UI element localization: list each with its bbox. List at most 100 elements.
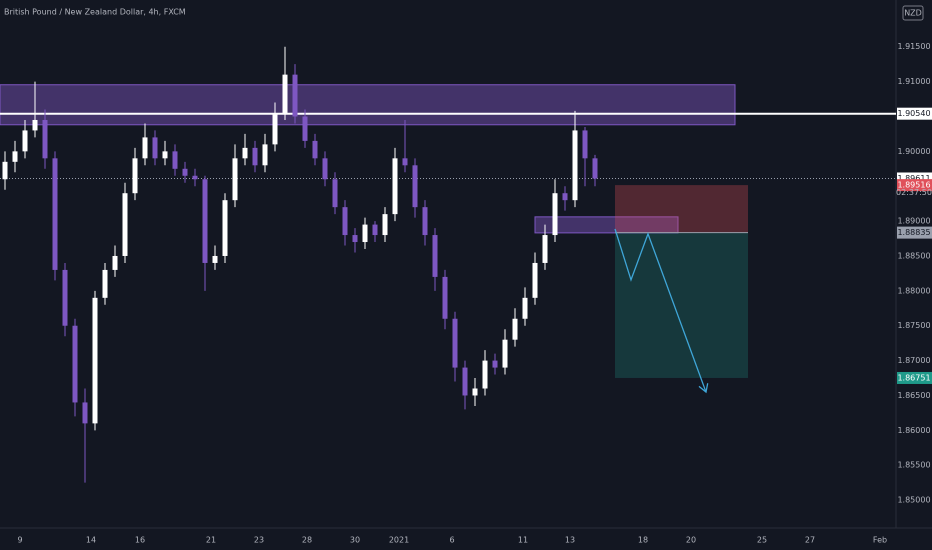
candle-body (102, 269, 108, 298)
currency-badge[interactable] (902, 5, 924, 21)
candle-body (492, 360, 498, 368)
y-tick-label: 1.87500 (897, 321, 930, 330)
candle-body (142, 137, 148, 159)
price-label: 1.86751 (897, 373, 930, 382)
currency: NZD (904, 9, 922, 18)
x-tick-label: 14 (86, 536, 96, 545)
candle-body (42, 119, 48, 159)
arrow-head (698, 383, 709, 394)
candle-body (222, 200, 228, 256)
candle-body (162, 151, 168, 159)
candle-body (292, 74, 298, 117)
x-tick-label: 13 (565, 536, 575, 545)
candle-body (502, 339, 508, 368)
candle-body (382, 214, 388, 236)
x-tick-label: 20 (686, 536, 696, 545)
candle-body (72, 325, 78, 403)
price-label: 1.89516 (897, 181, 930, 190)
candle-body (92, 297, 98, 424)
candle-body (462, 367, 468, 396)
candle-body (432, 235, 438, 277)
price-label: 1.90540 (897, 109, 930, 118)
y-tick-label: 1.88500 (897, 251, 930, 260)
countdown: 02:37:50 (896, 188, 932, 197)
y-tick-label: 1.86000 (897, 426, 930, 435)
candle-body (352, 235, 358, 243)
candle-body (302, 116, 308, 141)
candle-body (132, 158, 138, 194)
candle-body (32, 119, 38, 131)
candle-body (532, 262, 538, 298)
chart-title: British Pound / New Zealand Dollar, 4h, … (4, 8, 186, 17)
candle-body (562, 193, 568, 201)
candle-body (262, 144, 268, 166)
candle-body (482, 360, 488, 389)
target-zone (615, 232, 748, 378)
y-tick-label: 1.85000 (897, 496, 930, 505)
x-tick-label: 30 (350, 536, 360, 545)
candle-body (122, 193, 128, 256)
candle-body (182, 168, 188, 176)
candle-body (2, 161, 8, 180)
x-tick-label: Feb (873, 536, 887, 545)
y-tick-label: 1.87000 (897, 356, 930, 365)
x-tick-label: 23 (254, 536, 264, 545)
candle-body (202, 179, 208, 263)
stop-zone (615, 185, 748, 233)
x-tick-label: 16 (135, 536, 145, 545)
candle-body (472, 388, 478, 396)
x-tick-label: 9 (17, 536, 22, 545)
x-tick-label: 27 (805, 536, 815, 545)
y-tick-label: 1.91500 (897, 42, 930, 51)
candle-body (252, 147, 258, 166)
y-tick-label: 1.89000 (897, 217, 930, 226)
x-tick-label: 2021 (389, 536, 409, 545)
candle-body (412, 165, 418, 208)
candle-body (542, 235, 548, 263)
candle-body (212, 255, 218, 263)
candle-body (272, 112, 278, 145)
candle-body (82, 402, 88, 424)
price-label-bg (897, 226, 932, 239)
candle-body (422, 207, 428, 236)
candle-body (332, 179, 338, 208)
candle-body (52, 158, 58, 270)
y-tick-label: 1.90000 (897, 147, 930, 156)
candle-body (342, 207, 348, 236)
candle-body (582, 130, 588, 159)
candle-body (322, 158, 328, 180)
candle-body (172, 151, 178, 169)
candle-body (402, 158, 408, 166)
candle-body (552, 193, 558, 236)
arrow (614, 228, 707, 393)
candle-body (112, 255, 118, 270)
price-label-bg (897, 371, 932, 384)
y-tick-label: 1.86500 (897, 391, 930, 400)
x-tick-label: 11 (518, 536, 528, 545)
y-tick-label: 1.91000 (897, 77, 930, 86)
candle-body (192, 175, 198, 180)
y-tick-label: 1.88000 (897, 286, 930, 295)
candle-body (282, 74, 288, 113)
price-label: 1.89611 (897, 174, 930, 183)
candle-body (62, 269, 68, 326)
candle-body (572, 130, 578, 201)
x-tick-label: 6 (449, 536, 454, 545)
x-tick-label: 18 (638, 536, 648, 545)
candle-body (152, 137, 158, 159)
candle-body (232, 158, 238, 201)
candle-body (592, 158, 598, 179)
candle-body (372, 224, 378, 236)
y-tick-label: 1.85500 (897, 461, 930, 470)
candle-body (22, 130, 28, 152)
zone (0, 84, 736, 126)
candle-body (362, 224, 368, 243)
candle-body (242, 147, 248, 159)
x-tick-label: 28 (302, 536, 312, 545)
candle-body (512, 318, 518, 340)
candle-body (442, 276, 448, 319)
candle-body (452, 318, 458, 368)
price-label: 1.88835 (897, 228, 930, 237)
